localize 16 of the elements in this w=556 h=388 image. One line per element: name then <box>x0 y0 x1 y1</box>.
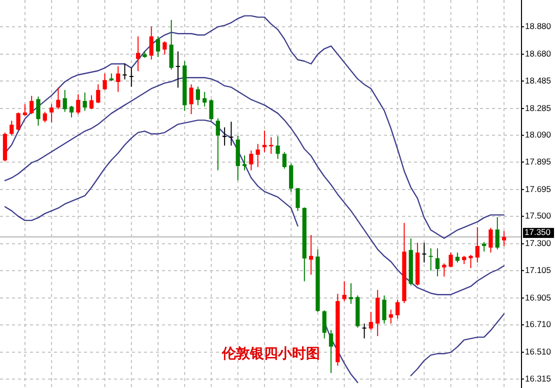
y-tick-label: 16.710 <box>525 319 552 330</box>
y-tick-label: 18.880 <box>525 21 552 32</box>
y-tick-label: 18.680 <box>525 48 552 58</box>
y-tick-label: 18.285 <box>525 102 552 113</box>
y-tick-label: 17.695 <box>525 184 552 194</box>
ref-line-label: 17.350 <box>524 227 551 238</box>
y-tick-label: 16.510 <box>525 346 552 357</box>
y-tick-label: 18.485 <box>525 75 552 86</box>
y-tick-label: 17.300 <box>525 238 552 248</box>
title: 伦敦银四小时图 <box>222 346 320 362</box>
y-tick-label: 17.895 <box>525 156 552 166</box>
y-tick-label: 16.315 <box>525 373 552 384</box>
y-tick-label: 16.905 <box>525 292 552 302</box>
y-tick-label: 18.090 <box>525 130 552 140</box>
y-tick-label: 17.500 <box>525 210 552 221</box>
y-tick-label: 17.105 <box>525 264 552 275</box>
